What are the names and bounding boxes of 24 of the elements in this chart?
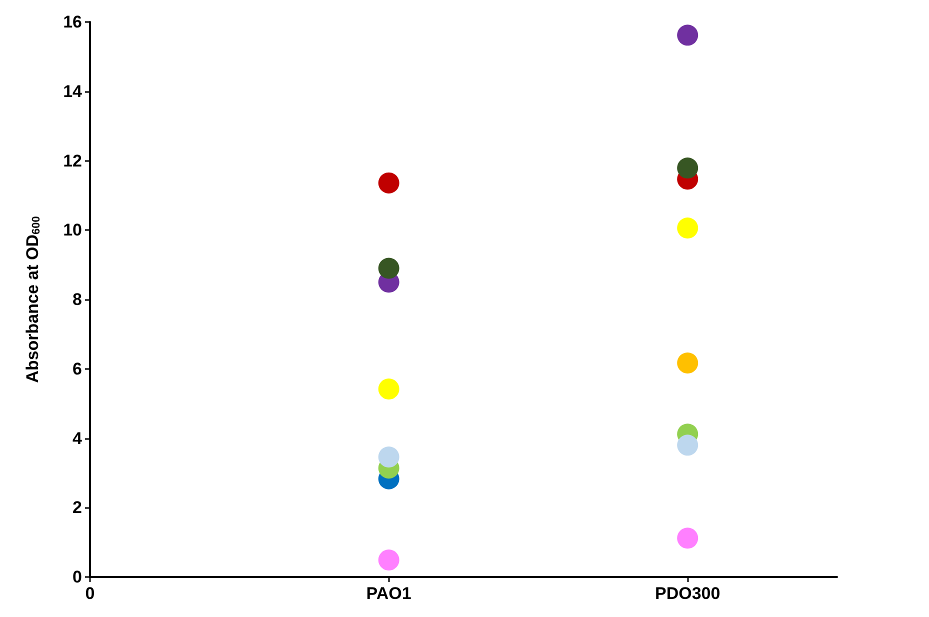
point bbox=[677, 434, 698, 456]
point bbox=[677, 528, 698, 549]
x-tick-label: 0 bbox=[85, 584, 95, 603]
point bbox=[378, 550, 400, 570]
point bbox=[677, 218, 698, 239]
y-axis-title: Absorbance at OD600 bbox=[23, 216, 42, 383]
point bbox=[677, 158, 698, 179]
y-tick-label: 4 bbox=[72, 428, 83, 448]
point bbox=[378, 446, 400, 468]
y-tick-label: 2 bbox=[72, 498, 82, 518]
y-tick-label: 12 bbox=[63, 151, 82, 170]
x-tick-label: PDO300 bbox=[655, 584, 720, 603]
y-tick-label: 6 bbox=[72, 359, 82, 378]
point bbox=[378, 258, 400, 279]
x-tick-label: PAO1 bbox=[366, 584, 412, 603]
y-tick-label: 8 bbox=[72, 290, 82, 309]
point bbox=[378, 172, 400, 194]
y-tick-label: 16 bbox=[63, 12, 82, 32]
point bbox=[677, 24, 698, 46]
y-tick-label: 14 bbox=[63, 82, 83, 101]
y-tick-label: 0 bbox=[72, 568, 82, 586]
point bbox=[677, 352, 698, 374]
point bbox=[378, 378, 400, 400]
y-tick-label: 10 bbox=[63, 220, 82, 240]
